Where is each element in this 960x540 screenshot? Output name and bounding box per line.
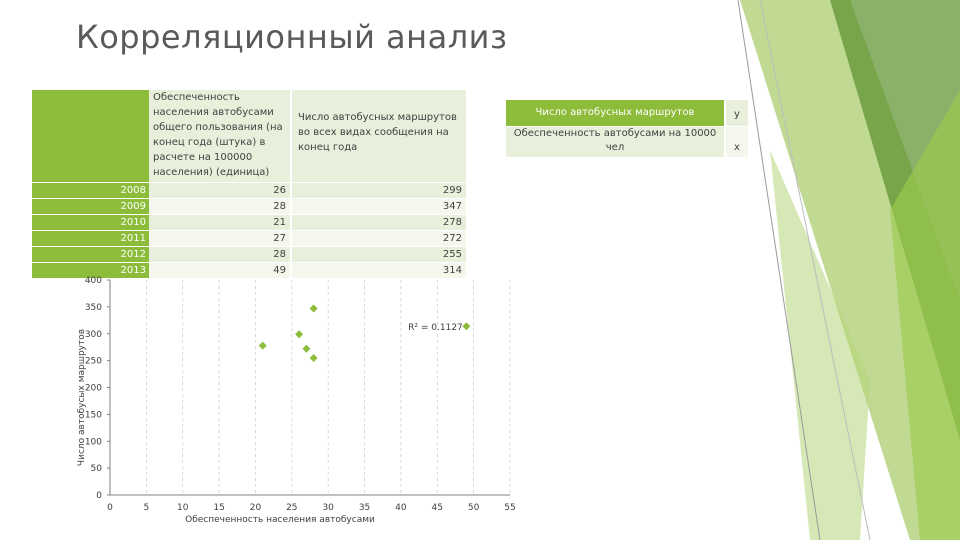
- x-tick-label: 45: [432, 503, 443, 513]
- header-routes: Число автобусных маршрутов во всех видах…: [291, 90, 466, 183]
- row-buses: 28: [149, 246, 292, 263]
- decorative-stripes: [737, 0, 960, 540]
- row-buses: 26: [149, 182, 292, 199]
- x-tick-label: 55: [504, 503, 515, 513]
- legend-y-letter: y: [734, 109, 740, 120]
- row-year: 2008: [32, 182, 149, 199]
- y-tick-label: 400: [85, 276, 102, 286]
- data-table: Обеспеченность населения автобусами обще…: [32, 90, 466, 279]
- data-point: [295, 330, 304, 339]
- legend-x-label: Обеспеченность автобусами на 10000 чел: [513, 128, 717, 153]
- x-tick-label: 10: [177, 503, 189, 513]
- x-tick-label: 5: [143, 503, 149, 513]
- x-tick-label: 0: [107, 503, 113, 513]
- row-routes: 278: [291, 214, 466, 231]
- data-point: [309, 353, 318, 362]
- scatter-chart: 0 5 10 15 20 25 30 35 40 45 50 55 0 50 100 150 200 250 30…: [77, 276, 516, 525]
- deco-line: [759, 0, 871, 540]
- deco-stripe: [740, 0, 960, 540]
- deco-stripe: [770, 150, 870, 540]
- row-buses: 21: [149, 214, 292, 231]
- y-axis-label: Число автобусых маршрутов: [77, 329, 87, 466]
- data-point: [462, 322, 471, 331]
- chart-grid: [146, 280, 511, 495]
- data-point: [302, 344, 311, 353]
- header-year-cell: [32, 90, 149, 183]
- legend-y-label-cell: Число автобусных маршрутов: [506, 100, 724, 126]
- deco-line: [737, 0, 821, 540]
- row-buses: 27: [149, 230, 292, 247]
- y-tick-label: 0: [96, 491, 102, 501]
- table-row: 2010 21 278: [32, 214, 466, 231]
- table-row: 2008 26 299: [32, 182, 466, 199]
- y-tick-label: 150: [85, 410, 102, 420]
- y-tick-label: 300: [85, 330, 102, 340]
- row-year: 2009: [32, 198, 149, 215]
- x-tick-label: 50: [468, 503, 480, 513]
- x-tick-label: 20: [250, 503, 262, 513]
- row-routes: 299: [291, 182, 466, 199]
- row-routes: 255: [291, 246, 466, 263]
- page-title: Корреляционный анализ: [76, 18, 508, 56]
- x-tick-label: 15: [213, 503, 224, 513]
- legend-y-label: Число автобусных маршрутов: [535, 107, 695, 118]
- x-tick-label: 30: [322, 503, 334, 513]
- table-row: 2013 49 314: [32, 262, 466, 279]
- table-header-row: Обеспеченность населения автобусами обще…: [32, 90, 466, 183]
- legend-x-label-cell: Обеспеченность автобусами на 10000 чел: [506, 127, 724, 157]
- x-tick-label: 40: [395, 503, 407, 513]
- row-routes: 347: [291, 198, 466, 215]
- r-squared-annotation: R² = 0.1127: [408, 323, 463, 333]
- row-buses: 49: [149, 262, 292, 279]
- y-tick-label: 350: [85, 303, 102, 313]
- row-year: 2013: [32, 262, 149, 279]
- row-year: 2012: [32, 246, 149, 263]
- y-tick-label: 200: [85, 384, 102, 394]
- x-tick-labels: 0 5 10 15 20 25 30 35 40 45 50 55: [107, 503, 516, 513]
- legend-x-letter: x: [734, 142, 740, 153]
- table-row: 2009 28 347: [32, 198, 466, 215]
- data-point: [309, 304, 318, 313]
- chart-axes: [109, 280, 510, 496]
- row-routes: 314: [291, 262, 466, 279]
- x-axis-label: Обеспеченность населения автобусами: [185, 515, 375, 525]
- data-points: [258, 304, 471, 362]
- row-routes: 272: [291, 230, 466, 247]
- x-tick-label: 25: [286, 503, 297, 513]
- y-tick-label: 250: [85, 357, 102, 367]
- table-row: 2011 27 272: [32, 230, 466, 247]
- row-buses: 28: [149, 198, 292, 215]
- row-year: 2011: [32, 230, 149, 247]
- deco-stripe: [890, 90, 960, 540]
- y-tick-labels: 0 50 100 150 200 250 300 350 400: [85, 276, 110, 501]
- legend-x-letter-cell: x: [726, 127, 748, 157]
- header-buses: Обеспеченность населения автобусами обще…: [149, 90, 292, 183]
- row-year: 2010: [32, 214, 149, 231]
- table-row: 2012 28 255: [32, 246, 466, 263]
- y-tick-label: 100: [85, 437, 102, 447]
- x-tick-label: 35: [359, 503, 370, 513]
- legend-y-letter-cell: y: [726, 100, 748, 126]
- data-point: [258, 341, 267, 350]
- y-tick-label: 50: [91, 464, 103, 474]
- variable-legend: Число автобусных маршрутов y Обеспеченно…: [506, 100, 748, 160]
